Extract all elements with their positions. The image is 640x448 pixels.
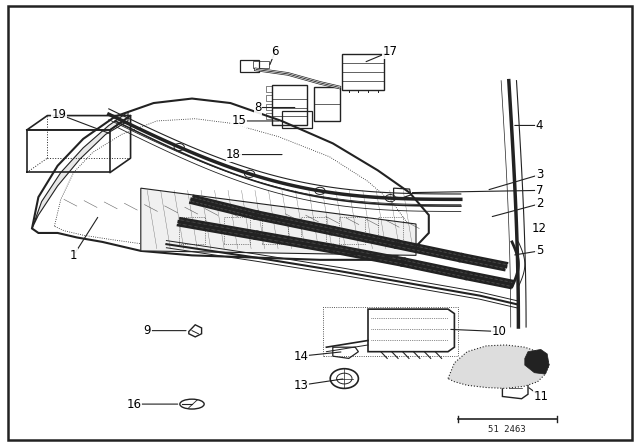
Text: 5: 5 (536, 244, 543, 258)
Text: 2: 2 (536, 197, 543, 211)
Bar (240, 60, 259, 72)
Bar (266, 86, 272, 92)
Polygon shape (448, 345, 549, 388)
Bar (266, 104, 272, 110)
Bar (272, 85, 307, 125)
Bar (378, 217, 403, 244)
Text: 15: 15 (231, 114, 246, 128)
Text: 14: 14 (293, 349, 308, 363)
Text: 12: 12 (532, 222, 547, 235)
Text: 1: 1 (70, 249, 77, 262)
Text: 16: 16 (127, 397, 142, 411)
Bar (342, 54, 384, 90)
Text: 17: 17 (383, 45, 398, 58)
Text: 19: 19 (51, 108, 67, 121)
Bar (266, 113, 272, 119)
Bar (301, 217, 326, 244)
Polygon shape (141, 188, 416, 255)
Text: 11: 11 (533, 390, 548, 403)
Bar (224, 217, 250, 244)
Text: 51 2463: 51 2463 (488, 425, 525, 434)
Text: 9: 9 (143, 324, 151, 337)
Text: 7: 7 (536, 184, 543, 197)
Bar (253, 61, 269, 68)
Text: 13: 13 (293, 379, 308, 392)
Text: 8: 8 (254, 101, 262, 114)
Text: 18: 18 (226, 148, 241, 161)
Bar (179, 217, 205, 244)
Bar (314, 87, 340, 121)
Bar (266, 95, 272, 101)
Polygon shape (32, 112, 128, 228)
Bar (282, 111, 312, 128)
Text: 10: 10 (492, 325, 507, 338)
Text: 3: 3 (536, 168, 543, 181)
Bar (262, 217, 288, 244)
Text: 6: 6 (271, 45, 279, 58)
Polygon shape (525, 349, 549, 374)
Bar (339, 217, 365, 244)
Text: 4: 4 (536, 119, 543, 132)
